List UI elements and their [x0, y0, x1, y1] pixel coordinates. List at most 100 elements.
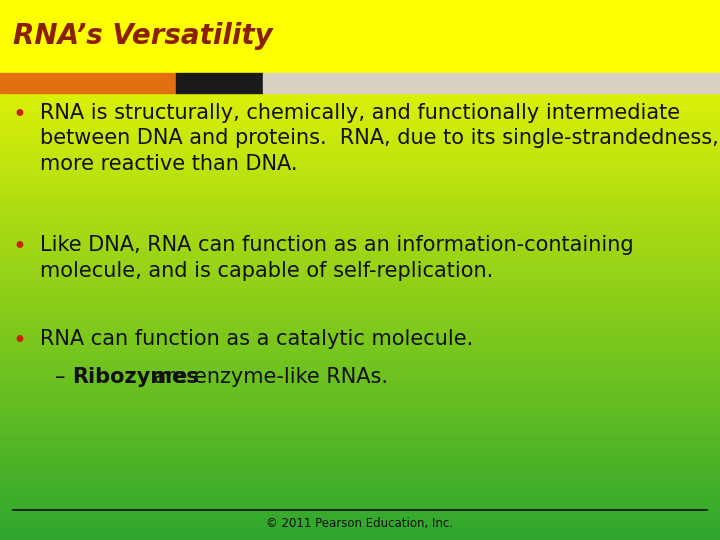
Bar	[0, 124, 720, 126]
Bar	[0, 45, 720, 47]
Bar	[0, 464, 720, 466]
Text: are enzyme-like RNAs.: are enzyme-like RNAs.	[147, 367, 388, 387]
Bar	[0, 52, 720, 54]
Bar	[0, 56, 720, 58]
Bar	[0, 144, 720, 146]
Bar	[263, 73, 720, 93]
Text: RNA’s Versatility: RNA’s Versatility	[13, 23, 273, 50]
Bar	[0, 73, 176, 93]
Bar	[0, 486, 720, 488]
Bar	[0, 394, 720, 396]
Bar	[0, 83, 720, 85]
Bar	[0, 501, 720, 502]
Bar	[0, 528, 720, 529]
Bar	[0, 232, 720, 234]
Bar	[0, 133, 720, 135]
Bar	[0, 529, 720, 531]
Bar	[0, 239, 720, 241]
Bar	[0, 238, 720, 239]
Bar	[0, 147, 720, 150]
Bar	[0, 508, 720, 509]
Text: –: –	[55, 367, 72, 387]
Bar	[0, 178, 720, 180]
Bar	[0, 142, 720, 144]
Bar	[0, 346, 720, 347]
Bar	[0, 270, 720, 272]
Bar	[0, 414, 720, 416]
Bar	[0, 513, 720, 515]
Bar	[0, 160, 720, 162]
Bar	[0, 533, 720, 535]
Bar	[0, 491, 720, 493]
Bar	[0, 198, 720, 200]
Bar	[0, 27, 720, 29]
Bar	[0, 495, 720, 497]
Bar	[0, 322, 720, 324]
Bar	[0, 209, 720, 211]
Bar	[0, 504, 720, 506]
Bar	[0, 171, 720, 173]
Bar	[0, 221, 720, 223]
Bar	[0, 155, 720, 157]
Bar	[0, 319, 720, 320]
Bar	[0, 22, 720, 23]
Bar	[0, 150, 720, 151]
Bar	[0, 58, 720, 59]
Bar	[0, 306, 720, 308]
Bar	[0, 194, 720, 196]
Bar	[0, 130, 720, 131]
Bar	[0, 434, 720, 436]
Bar	[0, 96, 720, 97]
Bar	[0, 509, 720, 511]
Bar	[0, 498, 720, 501]
Bar	[0, 25, 720, 27]
Bar	[0, 174, 720, 177]
Bar	[0, 461, 720, 463]
Text: •: •	[13, 235, 27, 259]
Bar	[0, 126, 720, 128]
Bar	[0, 389, 720, 390]
Bar	[0, 5, 720, 7]
Bar	[0, 265, 720, 266]
Bar	[0, 212, 720, 214]
Bar	[0, 120, 720, 123]
Bar	[0, 490, 720, 491]
Bar	[0, 88, 720, 90]
Bar	[0, 281, 720, 282]
Bar	[0, 331, 720, 333]
Bar	[0, 336, 720, 339]
Bar	[0, 450, 720, 452]
Bar	[0, 112, 720, 113]
Bar	[0, 101, 720, 103]
Bar	[0, 9, 720, 11]
Bar	[0, 308, 720, 309]
Bar	[0, 158, 720, 160]
Bar	[0, 151, 720, 153]
Text: RNA can function as a catalytic molecule.: RNA can function as a catalytic molecule…	[40, 329, 474, 349]
Bar	[0, 216, 720, 218]
Bar	[0, 484, 720, 486]
Bar	[0, 443, 720, 444]
Bar	[0, 511, 720, 513]
Bar	[0, 167, 720, 169]
Bar	[0, 16, 720, 18]
Bar	[0, 247, 720, 248]
Bar	[0, 196, 720, 198]
Bar	[0, 63, 720, 65]
Bar	[0, 38, 720, 39]
Bar	[0, 106, 720, 108]
Bar	[0, 481, 720, 482]
Bar	[0, 49, 720, 50]
Bar	[0, 11, 720, 12]
Bar	[0, 317, 720, 319]
Bar	[0, 164, 720, 166]
Bar	[0, 123, 720, 124]
Bar	[0, 339, 720, 340]
Text: •: •	[13, 329, 27, 353]
Bar	[0, 531, 720, 533]
Text: Like DNA, RNA can function as an information-containing
molecule, and is capable: Like DNA, RNA can function as an informa…	[40, 235, 634, 280]
Text: Ribozymes: Ribozymes	[72, 367, 199, 387]
Bar	[0, 211, 720, 212]
Bar	[0, 115, 720, 117]
Bar	[0, 50, 720, 52]
